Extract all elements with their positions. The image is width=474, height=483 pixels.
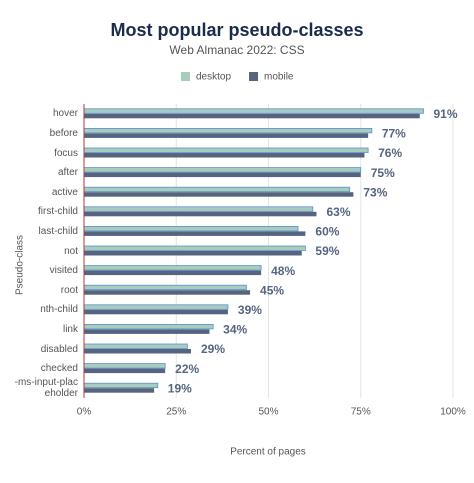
bar [84, 290, 251, 295]
bar [83, 284, 247, 291]
bar [84, 172, 361, 178]
bar [84, 251, 302, 256]
legend-label: mobile [264, 72, 294, 83]
bar [84, 231, 306, 236]
data-label: 76% [378, 146, 402, 160]
legend-label: desktop [196, 72, 231, 83]
y-tick-label: root [60, 284, 78, 296]
x-tick-label: 25% [166, 407, 186, 418]
x-tick-label: 75% [351, 407, 371, 418]
x-tick-label: 0% [77, 407, 92, 418]
data-label: 59% [315, 244, 339, 258]
x-tick-label: 100% [440, 407, 466, 418]
bar [83, 225, 299, 232]
data-label: 91% [433, 107, 457, 121]
data-label: 75% [371, 166, 395, 180]
bar [84, 113, 420, 119]
data-label: 73% [363, 185, 387, 199]
data-label: 63% [326, 205, 350, 219]
bar [83, 343, 188, 349]
data-label: 34% [223, 323, 247, 337]
data-label: 48% [271, 264, 295, 278]
y-tick-label: checked [40, 363, 78, 375]
bar [84, 211, 317, 217]
data-label: 22% [175, 362, 199, 376]
data-label: 77% [382, 127, 406, 141]
bar [83, 108, 424, 114]
y-tick-label: visited [49, 265, 78, 277]
data-label: 19% [168, 381, 192, 395]
bar [83, 363, 166, 369]
bar [84, 368, 166, 374]
y-tick-label: not [64, 245, 78, 257]
bar [83, 127, 373, 134]
bar [83, 245, 306, 251]
legend-swatch [181, 72, 190, 81]
y-tick-label: active [51, 186, 78, 198]
y-tick-label: last-child [38, 225, 78, 237]
bar [84, 309, 228, 315]
data-label: 45% [260, 283, 284, 297]
bar [84, 133, 369, 138]
y-tick-label: hover [52, 108, 78, 120]
y-axis-label: Pseudo-class [15, 235, 26, 295]
bar [83, 167, 362, 173]
chart-subtitle: Web Almanac 2022: CSS [169, 43, 304, 57]
y-tick-label: focus [54, 147, 78, 159]
y-tick-label: -ms-input-placeholder [14, 377, 78, 400]
data-label: 29% [201, 342, 225, 356]
data-label: 39% [238, 303, 262, 317]
bar [83, 206, 314, 212]
bar [83, 186, 351, 193]
data-label: 60% [315, 225, 339, 239]
bar [84, 270, 262, 276]
y-tick-label: link [62, 323, 78, 335]
y-tick-label: before [49, 127, 78, 139]
bar [84, 153, 365, 158]
bar [83, 304, 229, 310]
bar [83, 147, 369, 153]
y-tick-label: after [57, 167, 78, 179]
bar [84, 329, 210, 334]
bar [84, 388, 155, 393]
bar [83, 265, 262, 271]
x-tick-label: 50% [258, 407, 278, 418]
bar [84, 192, 354, 197]
legend-swatch [249, 72, 259, 81]
y-tick-label: first-child [37, 206, 78, 218]
y-tick-label: disabled [40, 343, 78, 355]
x-axis-label: Percent of pages [230, 447, 306, 458]
chart-title: Most popular pseudo-classes [110, 20, 363, 40]
y-tick-label: nth-child [40, 304, 78, 316]
bar [83, 323, 214, 330]
bar [84, 349, 192, 354]
bar [83, 382, 159, 389]
